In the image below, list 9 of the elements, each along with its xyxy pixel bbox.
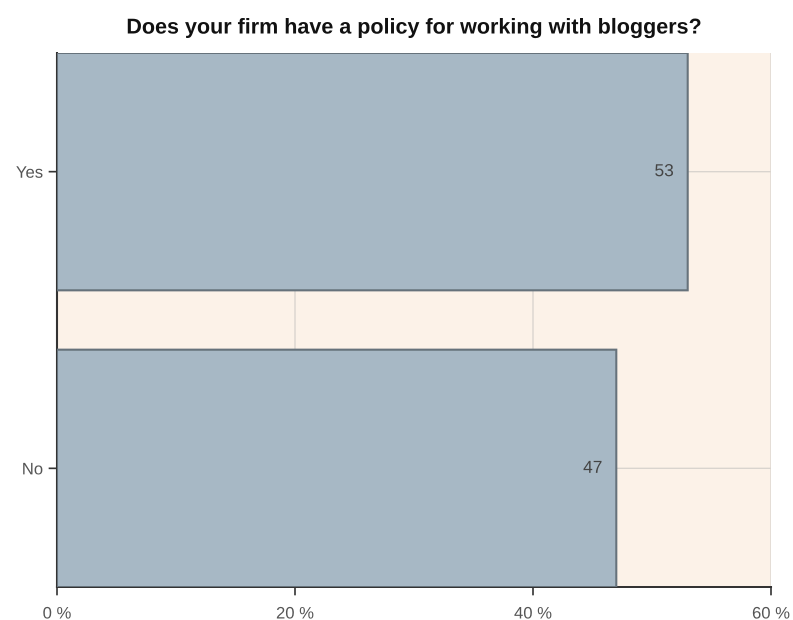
- data-label: 47: [584, 460, 602, 473]
- y-tick-label: Yes: [16, 166, 43, 178]
- chart-title: Does your firm have a policy for working with bloggers?: [128, 18, 700, 38]
- x-tick-label: 40 %: [514, 606, 552, 619]
- y-tick-label: No: [23, 462, 42, 475]
- x-tick-label: 20 %: [276, 606, 314, 619]
- x-tick-label: 60 %: [752, 606, 790, 619]
- x-tick-label: 0 %: [43, 606, 71, 619]
- data-label: 53: [655, 164, 674, 176]
